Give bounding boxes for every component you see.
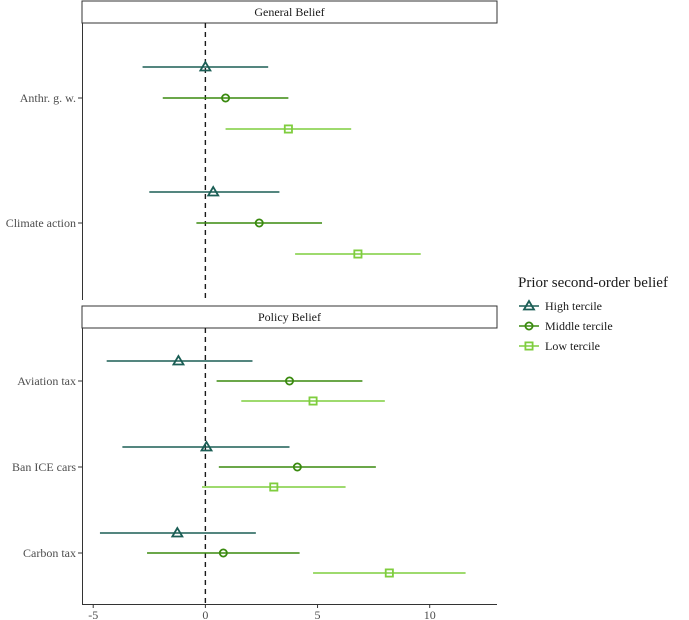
category-label-ban-ice-cars: Ban ICE cars xyxy=(12,460,76,474)
panel-title-general-belief: General Belief xyxy=(254,5,324,19)
x-tick-label: -5 xyxy=(88,608,98,620)
point-low xyxy=(353,249,363,259)
category-label-carbon-tax: Carbon tax xyxy=(23,546,76,560)
point-middle xyxy=(218,548,228,558)
point-low xyxy=(384,568,394,578)
x-tick-label: 5 xyxy=(315,608,321,620)
legend-label-high: High tercile xyxy=(545,299,602,313)
legend-label-low: Low tercile xyxy=(545,339,600,353)
legend-label-middle: Middle tercile xyxy=(545,319,613,333)
point-low xyxy=(308,396,318,406)
legend-key-low xyxy=(524,341,534,351)
legend-items: High tercile Middle tercile Low tercile xyxy=(519,299,613,353)
panel-general-belief: General Belief Anthr. g. w. Climate acti… xyxy=(6,0,498,300)
marks-general-belief xyxy=(142,23,421,300)
point-high xyxy=(199,440,214,452)
legend-key-middle xyxy=(524,321,534,331)
point-low xyxy=(283,124,293,134)
point-middle xyxy=(221,93,231,103)
point-high xyxy=(198,60,212,72)
legend: Prior second-order belief High tercile Mi… xyxy=(518,275,668,353)
x-tick-label: 0 xyxy=(202,608,208,620)
category-label-climate-action: Climate action xyxy=(6,216,76,230)
x-tick-label: 10 xyxy=(424,608,436,620)
panel-title-policy-belief: Policy Belief xyxy=(258,310,321,324)
point-high xyxy=(206,185,220,197)
point-high xyxy=(170,526,184,538)
strip-policy-belief xyxy=(81,305,498,329)
category-label-anthr: Anthr. g. w. xyxy=(20,91,76,105)
point-low xyxy=(269,482,279,492)
legend-title: Prior second-order belief xyxy=(518,275,668,291)
legend-key-high xyxy=(522,299,536,311)
point-middle xyxy=(292,462,302,472)
point-middle xyxy=(284,376,294,386)
marks-policy-belief xyxy=(99,328,466,604)
point-high xyxy=(171,354,186,366)
point-middle xyxy=(254,218,264,228)
category-label-aviation-tax: Aviation tax xyxy=(17,374,76,388)
panel-policy-belief: Policy Belief Aviation tax Ban ICE cars … xyxy=(12,305,498,605)
x-axis-ticks: -5 0 5 10 xyxy=(88,604,436,620)
strip-general-belief xyxy=(81,0,498,24)
